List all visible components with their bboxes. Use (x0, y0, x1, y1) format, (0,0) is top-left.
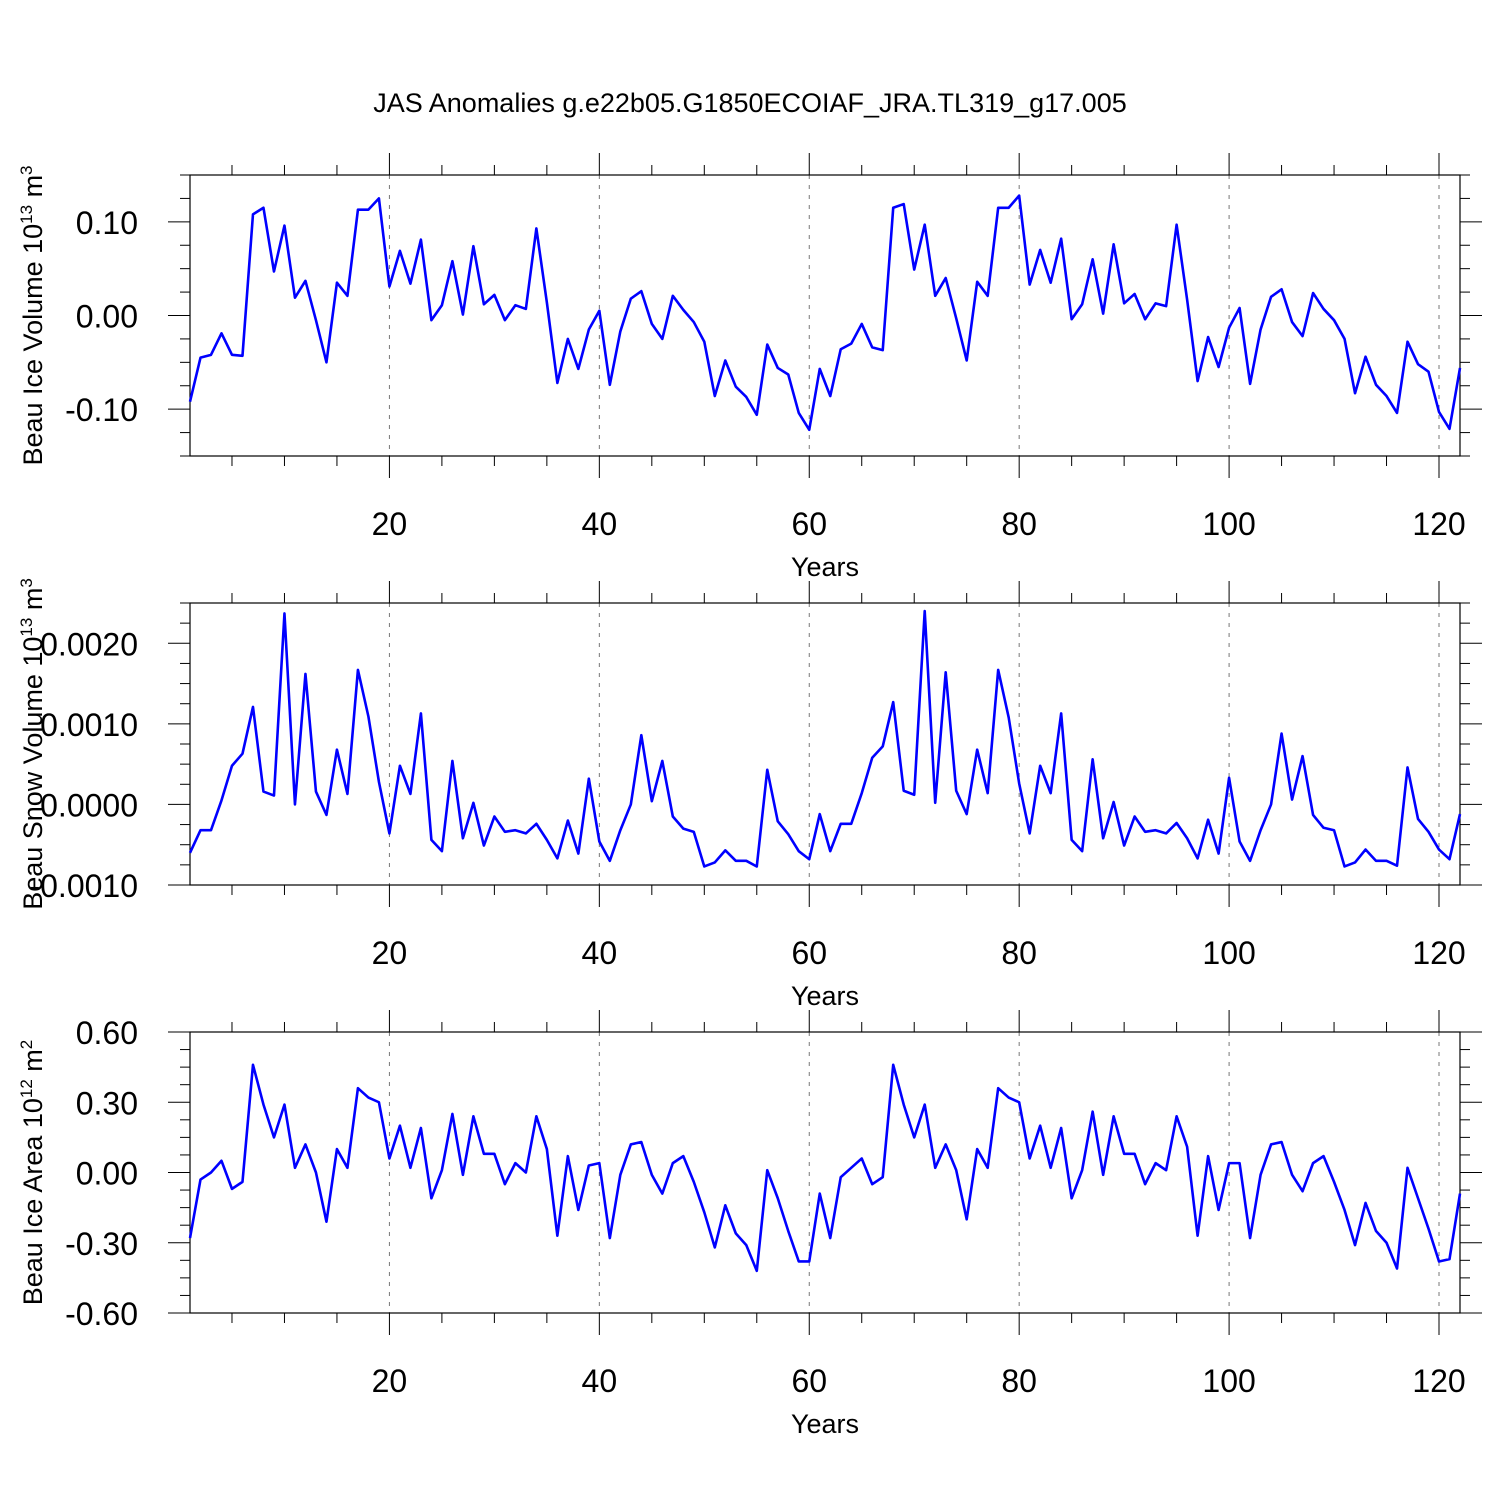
x-tick-label: 80 (1001, 935, 1037, 971)
series-line-ice-area (188, 1063, 1462, 1273)
plot-frame (189, 602, 1461, 886)
y-axis-title-unit: m (18, 175, 48, 205)
y-tick-label: 0.10 (76, 205, 138, 241)
y-axis-title: Beau Ice Volume 1013 m3 (17, 165, 48, 465)
x-tick-label: 80 (1001, 1363, 1037, 1399)
y-axis-title-unit-exponent: 2 (17, 1040, 36, 1049)
y-axis-title-exponent: 12 (17, 1079, 36, 1098)
x-tick-label: 100 (1202, 935, 1255, 971)
x-tick-label: 40 (582, 935, 618, 971)
y-axis-title-text: Beau Ice Volume 10 (18, 224, 48, 466)
panel-ice-area: 20 40 60 80 100 120 -0.60 -0.30 0.00 0.30 0.60 Year… (17, 1010, 1482, 1439)
chart-title: JAS Anomalies g.e22b05.G1850ECOIAF_JRA.T… (373, 88, 1126, 118)
x-tick-label: 100 (1202, 1363, 1255, 1399)
x-tick-label: 60 (791, 506, 827, 542)
x-tick-label: 80 (1001, 506, 1037, 542)
panel-snow-volume: 20 40 60 80 100 120 -0.0010 0.0000 0.0010 0.0020 Y… (17, 578, 1482, 1011)
x-tick-label: 120 (1412, 1363, 1465, 1399)
x-tick-label: 40 (582, 506, 618, 542)
y-axis-title-unit: m (18, 588, 48, 618)
y-axis-title-unit: m (18, 1049, 48, 1079)
x-tick-label: 100 (1202, 506, 1255, 542)
y-tick-label: -0.10 (65, 392, 138, 428)
x-axis-title: Years (791, 552, 859, 582)
y-axis-title-text: Beau Snow Volume 10 (18, 637, 48, 910)
x-tick-label: 20 (372, 506, 408, 542)
y-tick-label: 0.00 (76, 1156, 138, 1192)
x-tick-label: 40 (582, 1363, 618, 1399)
y-tick-label: -0.0010 (29, 868, 138, 904)
y-axis-title-exponent: 13 (17, 618, 36, 637)
plot-frame (189, 174, 1461, 457)
y-axis-title: Beau Ice Area 1012 m2 (17, 1040, 48, 1306)
y-tick-label: 0.0010 (40, 707, 138, 743)
y-tick-label: 0.0000 (40, 787, 138, 823)
series-line-snow-volume (188, 609, 1462, 868)
y-tick-label: 0.60 (76, 1015, 138, 1051)
y-axis-title: Beau Snow Volume 1013 m3 (17, 578, 48, 910)
y-tick-label: 0.0020 (40, 626, 138, 662)
series-line-ice-volume (188, 194, 1462, 432)
x-axis-title: Years (791, 981, 859, 1011)
y-tick-label: -0.30 (65, 1226, 138, 1262)
x-tick-label: 120 (1412, 935, 1465, 971)
y-tick-label: 0.00 (76, 299, 138, 335)
x-tick-label: 20 (372, 935, 408, 971)
y-tick-label: -0.60 (65, 1296, 138, 1332)
y-tick-label: 0.30 (76, 1085, 138, 1121)
y-axis-title-unit-exponent: 3 (17, 578, 36, 587)
y-axis-title-text: Beau Ice Area 10 (18, 1098, 48, 1305)
y-axis-title-unit-exponent: 3 (17, 165, 36, 174)
x-tick-label: 20 (372, 1363, 408, 1399)
x-tick-label: 60 (791, 1363, 827, 1399)
panel-ice-volume: 20 40 60 80 100 120 -0.10 0.00 0.10 Years Beau Ice… (17, 153, 1482, 582)
plot-frame (189, 1031, 1461, 1314)
x-tick-label: 120 (1412, 506, 1465, 542)
y-axis-title-exponent: 13 (17, 205, 36, 224)
x-axis-title: Years (791, 1409, 859, 1439)
x-tick-label: 60 (791, 935, 827, 971)
